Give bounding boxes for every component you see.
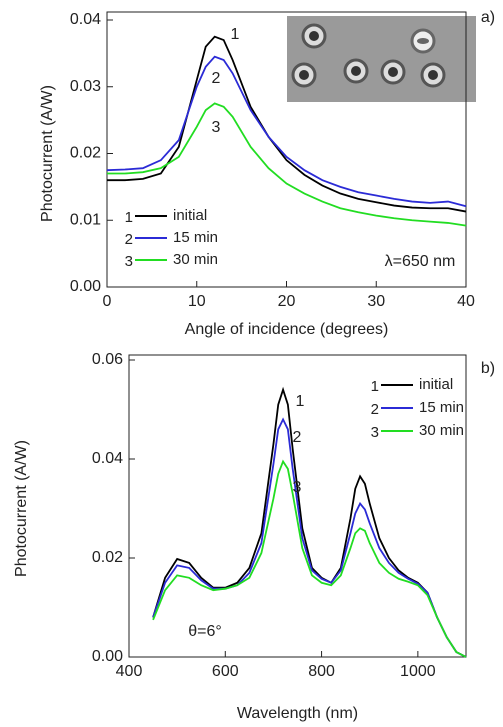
series-line bbox=[152, 417, 467, 658]
x-tick-label: 400 bbox=[116, 663, 143, 680]
x-tick-label: 1000 bbox=[400, 663, 436, 680]
curve-label: 1 bbox=[231, 26, 240, 43]
x-tick-label: 30 bbox=[367, 293, 385, 310]
plot-frame bbox=[128, 354, 467, 658]
annotation: λ=650 nm bbox=[385, 253, 456, 270]
legend-label: initial bbox=[419, 376, 453, 393]
series-line bbox=[106, 55, 467, 208]
series-line bbox=[152, 459, 467, 658]
x-tick-label: 10 bbox=[188, 293, 206, 310]
series-line bbox=[107, 102, 467, 227]
y-tick-label: 0.00 bbox=[70, 278, 101, 295]
curve-label: 1 bbox=[296, 393, 305, 410]
inset-photo bbox=[287, 16, 476, 102]
panel-label: a) bbox=[481, 9, 495, 26]
y-tick-label: 0.04 bbox=[92, 450, 123, 467]
x-tick-label: 800 bbox=[308, 663, 335, 680]
y-tick-label: 0.01 bbox=[70, 211, 101, 228]
x-axis-label: Wavelength (nm) bbox=[237, 705, 358, 722]
annotation: θ=6° bbox=[188, 623, 222, 640]
legend-label: 15 min bbox=[419, 399, 464, 416]
curve-label: 2 bbox=[293, 429, 302, 446]
legend-label: 30 min bbox=[173, 251, 218, 268]
legend-number: 1 bbox=[125, 209, 133, 226]
y-tick-label: 0.03 bbox=[70, 78, 101, 95]
legend-number: 1 bbox=[371, 378, 379, 395]
y-tick-label: 0.02 bbox=[70, 145, 101, 162]
curve-label: 2 bbox=[212, 70, 221, 87]
y-axis-label: Photocurrent (A/W) bbox=[13, 440, 30, 577]
y-tick-label: 0.06 bbox=[92, 351, 123, 368]
x-tick-label: 600 bbox=[212, 663, 239, 680]
y-tick-label: 0.00 bbox=[92, 648, 123, 665]
panel-label: b) bbox=[481, 360, 495, 377]
x-tick-label: 40 bbox=[457, 293, 475, 310]
legend-number: 2 bbox=[125, 231, 133, 248]
x-tick-label: 20 bbox=[278, 293, 296, 310]
curve-label: 3 bbox=[293, 479, 302, 496]
x-axis-label: Angle of incidence (degrees) bbox=[185, 321, 389, 338]
y-axis-label: Photocurrent (A/W) bbox=[39, 85, 56, 222]
curve-label: 3 bbox=[212, 119, 221, 136]
legend-number: 3 bbox=[125, 253, 133, 270]
y-tick-label: 0.04 bbox=[70, 11, 101, 28]
legend-label: initial bbox=[173, 207, 207, 224]
legend-number: 3 bbox=[371, 424, 379, 441]
y-tick-label: 0.02 bbox=[92, 549, 123, 566]
legend-label: 15 min bbox=[173, 229, 218, 246]
legend-number: 2 bbox=[371, 401, 379, 418]
x-tick-label: 0 bbox=[103, 293, 112, 310]
legend-label: 30 min bbox=[419, 422, 464, 439]
